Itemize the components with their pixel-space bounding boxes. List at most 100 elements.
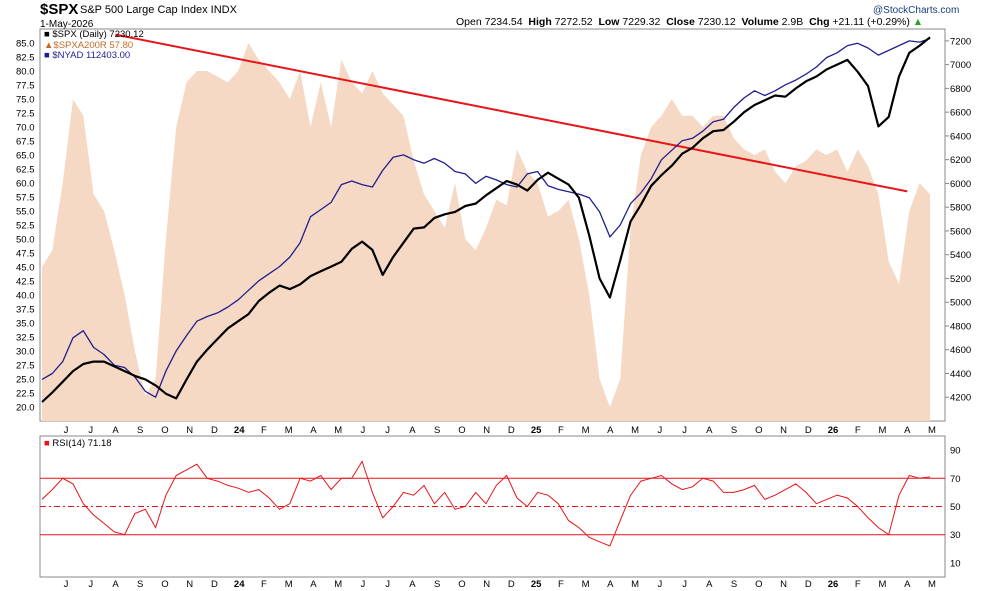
y-right-tick-label: 6200 xyxy=(950,155,971,166)
rsi-x-tick-label: O xyxy=(755,579,762,590)
y-right-tick-label: 6800 xyxy=(950,84,971,95)
x-tick-label: M xyxy=(879,425,887,436)
x-tick-label: O xyxy=(458,425,465,436)
high-value: 7272.52 xyxy=(554,16,593,28)
legend-spxa: ▲$SPXA200R 57.80 xyxy=(44,40,133,51)
x-tick-label: J xyxy=(657,425,662,436)
x-tick-label: J xyxy=(361,425,366,436)
y-right-tick-label: 4800 xyxy=(950,321,971,332)
rsi-x-tick-label: S xyxy=(434,579,440,590)
legend-nyad: ■ $NYAD 112403.00 xyxy=(44,50,130,61)
y-left-tick-label: 65.0 xyxy=(16,151,35,162)
y-left-tick-label: 77.5 xyxy=(16,81,35,92)
y-right-tick-label: 6400 xyxy=(950,131,971,142)
y-left-tick-label: 47.5 xyxy=(16,249,35,260)
legend-spxa-swatch: ▲ xyxy=(44,40,54,51)
rsi-x-tick-label: O xyxy=(458,579,465,590)
rsi-x-tick-label: A xyxy=(112,579,119,590)
rsi-x-tick-label: A xyxy=(409,579,416,590)
rsi-y-tick-label: 10 xyxy=(950,558,961,569)
rsi-x-tick-label: A xyxy=(310,579,317,590)
x-tick-label: A xyxy=(607,425,614,436)
x-tick-label: F xyxy=(558,425,564,436)
high-label: High xyxy=(528,16,552,28)
low-value: 7229.32 xyxy=(622,16,661,28)
rsi-x-tick-label: D xyxy=(508,579,515,590)
rsi-x-tick-label: J xyxy=(361,579,366,590)
rsi-x-tick-label: 26 xyxy=(828,579,839,590)
rsi-x-tick-label: F xyxy=(855,579,861,590)
x-tick-label: M xyxy=(334,425,342,436)
x-tick-label: M xyxy=(285,425,293,436)
rsi-x-tick-label: M xyxy=(334,579,342,590)
rsi-x-tick-label: 25 xyxy=(531,579,542,590)
x-tick-label: O xyxy=(161,425,168,436)
close-value: 7230.12 xyxy=(697,16,736,28)
y-left-tick-label: 50.0 xyxy=(16,235,35,246)
rsi-x-tick-label: J xyxy=(64,579,69,590)
rsi-x-tick-label: D xyxy=(805,579,812,590)
rsi-x-tick-label: F xyxy=(261,579,267,590)
y-left-tick-label: 40.0 xyxy=(16,291,35,302)
rsi-x-tick-label: N xyxy=(483,579,490,590)
x-tick-label: F xyxy=(855,425,861,436)
x-tick-label: 24 xyxy=(234,425,245,436)
x-tick-label: O xyxy=(755,425,762,436)
x-tick-label: J xyxy=(682,425,687,436)
y-left-tick-label: 25.0 xyxy=(16,375,35,386)
index-name: S&P 500 Large Cap Index INDX xyxy=(80,4,237,16)
change-up-icon: ▲ xyxy=(912,16,924,28)
rsi-x-tick-label: J xyxy=(657,579,662,590)
rsi-x-tick-label: J xyxy=(385,579,390,590)
y-left-tick-label: 30.0 xyxy=(16,347,35,358)
rsi-x-tick-label: A xyxy=(607,579,614,590)
x-tick-label: A xyxy=(706,425,713,436)
legend-nyad-swatch: ■ xyxy=(44,50,50,61)
rsi-x-tick-label: M xyxy=(879,579,887,590)
y-left-tick-label: 67.5 xyxy=(16,137,35,148)
y-left-tick-label: 70.0 xyxy=(16,123,35,134)
y-left-tick-label: 42.5 xyxy=(16,277,35,288)
legend-spx-label: $SPX (Daily) 7230.12 xyxy=(52,29,144,40)
rsi-x-tick-label: A xyxy=(706,579,713,590)
quote-summary: Open 7234.54 High 7272.52 Low 7229.32 Cl… xyxy=(456,16,923,28)
y-left-tick-label: 20.0 xyxy=(16,403,35,414)
rsi-x-tick-label: A xyxy=(904,579,911,590)
rsi-panel xyxy=(40,460,945,547)
x-tick-label: J xyxy=(64,425,69,436)
rsi-x-tick-label: M xyxy=(285,579,293,590)
y-left-tick-label: 37.5 xyxy=(16,305,35,316)
change-label: Chg xyxy=(809,16,830,28)
y-right-tick-label: 7000 xyxy=(950,60,971,71)
x-tick-label: M xyxy=(928,425,936,436)
x-tick-label: F xyxy=(261,425,267,436)
y-right-tick-label: 4200 xyxy=(950,393,971,404)
stockcharts-credit[interactable]: @StockCharts.com xyxy=(873,5,960,16)
y-right-tick-label: 7200 xyxy=(950,36,971,47)
y-left-tick-label: 32.5 xyxy=(16,333,35,344)
rsi-x-tick-label: D xyxy=(211,579,218,590)
y-left-tick-label: 57.5 xyxy=(16,193,35,204)
rsi-x-tick-label: O xyxy=(161,579,168,590)
spx-line xyxy=(41,36,931,403)
trendline xyxy=(115,33,908,193)
x-tick-label: A xyxy=(310,425,317,436)
y-left-tick-label: 80.0 xyxy=(16,67,35,78)
y-left-tick-label: 85.0 xyxy=(16,39,35,50)
rsi-x-tick-label: M xyxy=(582,579,590,590)
volume-value: 2.9B xyxy=(781,16,804,28)
y-right-tick-label: 5000 xyxy=(950,298,971,309)
y-right-tick-label: 5800 xyxy=(950,203,971,214)
axes: 85.0 82.5 80.0 77.5 75.0 72.5 70.0 67.5 65.0 62.5… xyxy=(16,36,971,590)
y-left-tick-label: 55.0 xyxy=(16,207,35,218)
x-tick-label: N xyxy=(186,425,193,436)
y-right-tick-label: 5200 xyxy=(950,274,971,285)
x-tick-label: M xyxy=(582,425,590,436)
rsi-x-tick-label: S xyxy=(137,579,143,590)
nyad-line xyxy=(41,37,931,398)
y-left-tick-label: 22.5 xyxy=(16,389,35,400)
rsi-x-tick-label: 24 xyxy=(234,579,245,590)
rsi-y-tick-label: 70 xyxy=(950,474,961,485)
quote-date: 1-May-2026 xyxy=(40,19,94,30)
y-left-tick-label: 82.5 xyxy=(16,53,35,64)
